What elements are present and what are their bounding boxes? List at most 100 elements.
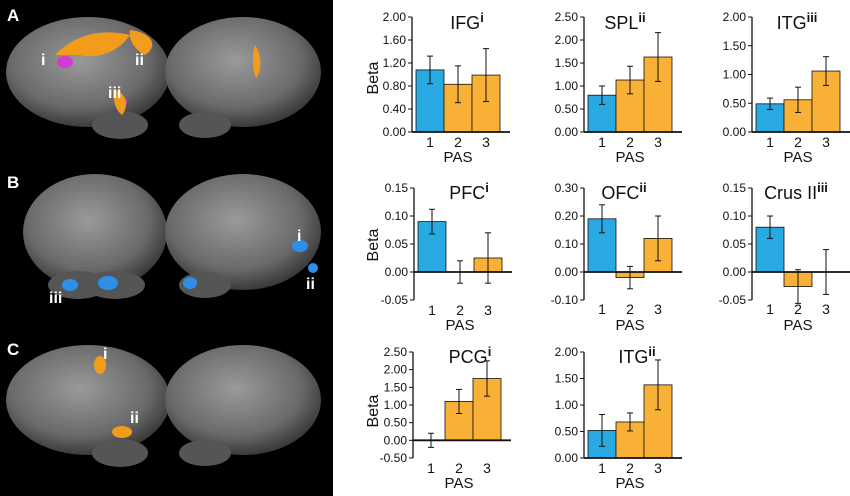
x-tick-label: 2 bbox=[455, 460, 463, 476]
x-tick-label: 1 bbox=[598, 301, 606, 317]
x-tick-label: 3 bbox=[482, 134, 490, 150]
chart-5: -0.10 0.00 0.10 0.20 0.30 1 2 3 PAS OFCii bbox=[551, 180, 682, 334]
x-axis-label: PAS bbox=[444, 149, 473, 166]
activation-orange-a4 bbox=[252, 45, 261, 78]
y-tick-label: 0.20 bbox=[555, 209, 579, 223]
chart-title: SPLii bbox=[604, 10, 645, 33]
chart-title-text: IFG bbox=[450, 13, 480, 33]
row-letter-a: A bbox=[7, 6, 20, 25]
y-tick-label: 1.20 bbox=[383, 56, 407, 70]
x-axis-label: PAS bbox=[784, 149, 813, 166]
chart-title: PCGi bbox=[449, 344, 492, 367]
brain-row-c bbox=[6, 345, 321, 467]
brain-label-a-ii: ii bbox=[135, 52, 144, 69]
chart-title-sup: i bbox=[480, 10, 484, 25]
row-letter-c: C bbox=[7, 340, 20, 359]
x-tick-label: 2 bbox=[626, 134, 634, 150]
x-axis-label: PAS bbox=[445, 475, 474, 492]
activation-orange-a2 bbox=[129, 30, 153, 55]
activation-blue-b2 bbox=[98, 276, 118, 290]
y-tick-label: 1.00 bbox=[555, 398, 579, 412]
chart-title: PFCi bbox=[449, 180, 489, 203]
y-tick-label: 1.50 bbox=[384, 380, 408, 394]
chart-title-text: PCG bbox=[449, 347, 488, 367]
activation-blue-b1 bbox=[62, 279, 78, 291]
chart-title-sup: iii bbox=[817, 180, 828, 195]
x-tick-label: 2 bbox=[794, 301, 802, 317]
y-tick-label: -0.05 bbox=[381, 293, 409, 307]
x-tick-label: 1 bbox=[426, 134, 434, 150]
x-axis-label: PAS bbox=[616, 317, 645, 334]
y-tick-label: 0.50 bbox=[723, 96, 747, 110]
y-tick-label: 0.30 bbox=[555, 181, 579, 195]
y-tick-label: 0.50 bbox=[555, 102, 579, 116]
activation-blue-b5 bbox=[308, 263, 318, 273]
y-tick-label: 2.50 bbox=[555, 10, 579, 24]
y-tick-label: 0.00 bbox=[555, 125, 579, 139]
brain-posterior-b bbox=[23, 174, 167, 290]
activation-orange-a1 bbox=[55, 32, 130, 57]
y-tick-label: -0.05 bbox=[719, 293, 747, 307]
y-tick-label: 0.05 bbox=[723, 237, 747, 251]
y-tick-label: -0.50 bbox=[380, 451, 408, 465]
y-tick-label: 1.00 bbox=[723, 68, 747, 82]
activation-magenta-a1 bbox=[57, 56, 73, 68]
y-tick-label: 0.50 bbox=[555, 425, 579, 439]
y-tick-label: 0.40 bbox=[383, 102, 407, 116]
chart-title: IFGi bbox=[450, 10, 484, 33]
chart-title: OFCii bbox=[601, 180, 646, 203]
y-axis-label: Beta bbox=[365, 61, 382, 94]
y-tick-label: 2.00 bbox=[384, 363, 408, 377]
cerebellum-c-left bbox=[92, 439, 148, 467]
cerebellum-c-right bbox=[179, 440, 231, 466]
chart-2: 0.00 0.50 1.00 1.50 2.00 2.50 1 2 3 PAS SPLii bbox=[555, 10, 682, 166]
activation-orange-c2 bbox=[112, 426, 132, 438]
brain-illustrations bbox=[6, 17, 321, 467]
chart-title-text: Crus II bbox=[764, 183, 817, 203]
y-tick-label: 0.05 bbox=[385, 237, 409, 251]
chart-4: -0.05 0.00 0.05 0.10 0.15 1 2 3 PAS PFCi Beta bbox=[365, 180, 512, 334]
chart-7: -0.50 0.00 0.50 1.00 1.50 2.00 2.50 1 2 3 PAS PCGi B… bbox=[365, 344, 511, 492]
brain-left-lateral-a bbox=[6, 17, 170, 127]
chart-3: 0.00 0.50 1.00 1.50 2.00 1 2 3 PAS ITGiii bbox=[723, 10, 850, 166]
x-tick-label: 3 bbox=[483, 460, 491, 476]
brain-label-b-ii: ii bbox=[306, 276, 315, 293]
activation-blue-b3 bbox=[183, 277, 197, 289]
y-tick-label: 0.80 bbox=[383, 79, 407, 93]
chart-1: 0.00 0.40 0.80 1.20 1.60 2.00 1 2 3 PAS IFGi Beta bbox=[365, 10, 510, 166]
chart-8: 0.00 0.50 1.00 1.50 2.00 1 2 3 PAS ITGii bbox=[555, 344, 682, 492]
y-tick-label: 0.50 bbox=[384, 416, 408, 430]
chart-title-sup: i bbox=[488, 344, 492, 359]
chart-title-text: OFC bbox=[601, 183, 639, 203]
y-tick-label: 1.50 bbox=[723, 39, 747, 53]
y-tick-label: 2.00 bbox=[555, 345, 579, 359]
x-tick-label: 1 bbox=[427, 460, 435, 476]
activation-blue-b4 bbox=[292, 240, 308, 252]
x-axis-label: PAS bbox=[784, 317, 813, 334]
y-tick-label: 0.00 bbox=[383, 125, 407, 139]
brain-right-lateral-c bbox=[165, 345, 321, 455]
y-tick-label: 1.50 bbox=[555, 56, 579, 70]
brain-label-c-ii: ii bbox=[130, 410, 139, 427]
y-tick-label: 1.50 bbox=[555, 372, 579, 386]
x-tick-label: 1 bbox=[598, 460, 606, 476]
chart-title: ITGii bbox=[618, 344, 655, 367]
y-tick-label: 0.00 bbox=[385, 265, 409, 279]
row-letter-b: B bbox=[7, 173, 20, 192]
y-tick-label: 0.10 bbox=[555, 237, 579, 251]
y-tick-label: 1.60 bbox=[383, 33, 407, 47]
x-tick-label: 3 bbox=[654, 460, 662, 476]
y-tick-label: 0.00 bbox=[555, 451, 579, 465]
y-tick-label: 2.00 bbox=[555, 33, 579, 47]
chart-6: -0.05 0.00 0.05 0.10 0.15 1 2 3 PAS Crus IIiii bbox=[719, 180, 850, 334]
y-tick-label: 0.15 bbox=[385, 181, 409, 195]
y-axis-label: Beta bbox=[365, 394, 382, 427]
x-tick-label: 2 bbox=[454, 134, 462, 150]
x-tick-label: 1 bbox=[766, 301, 774, 317]
cerebellum-a-left bbox=[92, 111, 148, 139]
brain-label-b-i: i bbox=[297, 228, 302, 245]
x-tick-label: 2 bbox=[794, 134, 802, 150]
x-tick-label: 3 bbox=[654, 134, 662, 150]
brain-label-c-i: i bbox=[103, 346, 108, 363]
chart-title-sup: iii bbox=[807, 10, 818, 25]
